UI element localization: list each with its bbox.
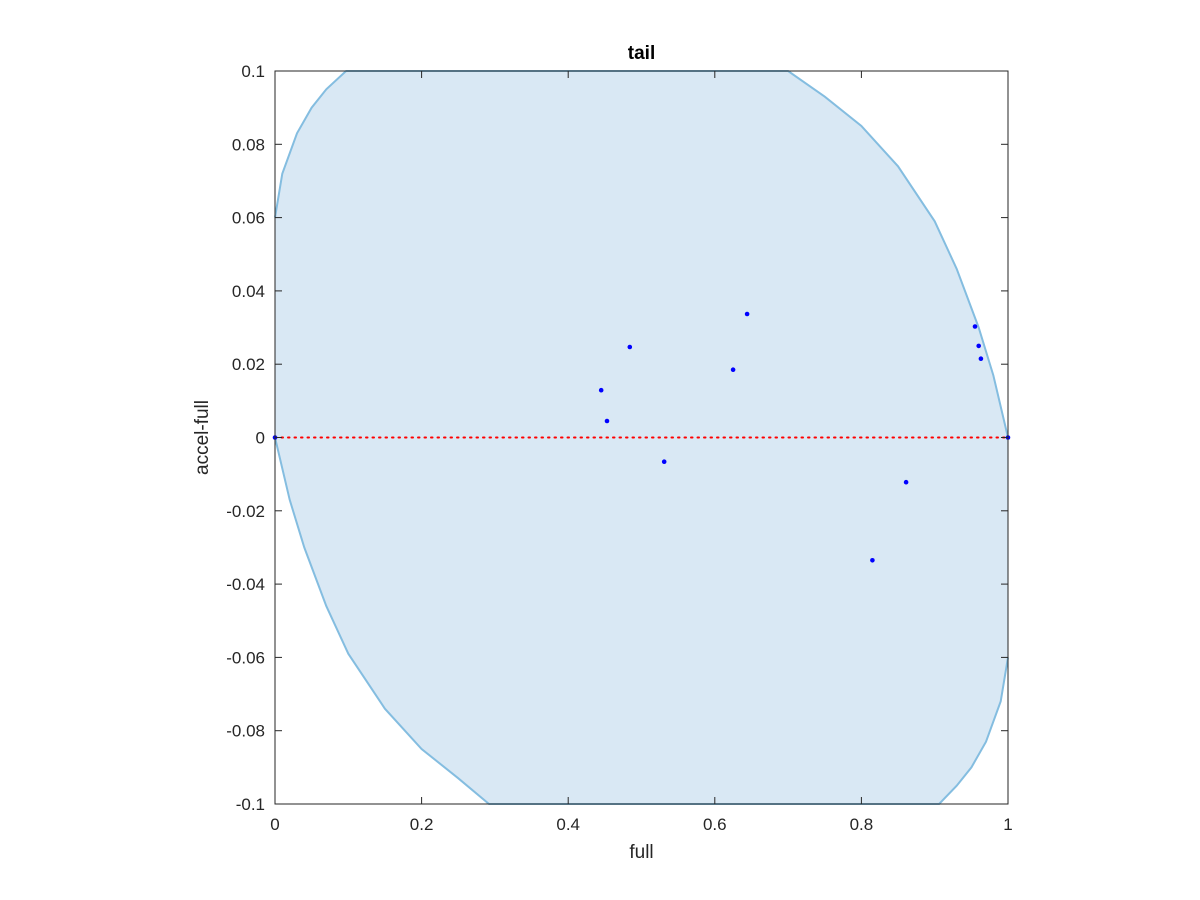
chart-title: tail bbox=[628, 43, 655, 64]
data-point bbox=[627, 344, 633, 350]
y-tick-label: -0.1 bbox=[236, 795, 265, 814]
data-point bbox=[598, 387, 604, 393]
data-point bbox=[978, 356, 984, 362]
data-point bbox=[604, 418, 610, 424]
y-tick-label: 0.1 bbox=[241, 62, 265, 81]
y-tick-label: 0.02 bbox=[232, 355, 265, 374]
data-point bbox=[976, 343, 981, 349]
data-point bbox=[744, 311, 750, 317]
region-lower-edge bbox=[274, 437, 1009, 805]
y-tick-label: 0.08 bbox=[232, 135, 265, 154]
axes-box bbox=[274, 70, 1009, 805]
x-axis-label: full bbox=[629, 842, 653, 863]
x-tick-label: 0.6 bbox=[703, 815, 727, 834]
y-tick-label: -0.08 bbox=[226, 722, 265, 741]
y-tick-label: 0.06 bbox=[232, 209, 265, 228]
x-tick-label: 0.2 bbox=[410, 815, 434, 834]
y-tick-labels: -0.1 -0.08 -0.06 -0.04 -0.02 0 0.02 0.04 0.06 0.0… bbox=[226, 62, 265, 814]
y-tick-label: -0.06 bbox=[226, 648, 265, 667]
x-tick-label: 0.8 bbox=[850, 815, 874, 834]
data-point bbox=[661, 459, 667, 465]
data-point bbox=[870, 558, 875, 563]
data-point bbox=[972, 324, 978, 329]
x-tick-label: 0 bbox=[270, 815, 279, 834]
data-point bbox=[730, 367, 736, 373]
y-tick-label: 0 bbox=[256, 429, 265, 448]
y-tick-label: -0.04 bbox=[226, 575, 265, 594]
data-point bbox=[903, 479, 909, 485]
y-axis-label: accel-full bbox=[192, 400, 213, 475]
x-tick-labels: 0 0.2 0.4 0.6 0.8 1 bbox=[270, 815, 1012, 834]
x-tick-label: 1 bbox=[1003, 815, 1012, 834]
y-tick-label: 0.04 bbox=[232, 282, 265, 301]
y-tick-label: -0.02 bbox=[226, 502, 265, 521]
region-upper-edge bbox=[274, 70, 1009, 438]
x-tick-label: 0.4 bbox=[556, 815, 580, 834]
